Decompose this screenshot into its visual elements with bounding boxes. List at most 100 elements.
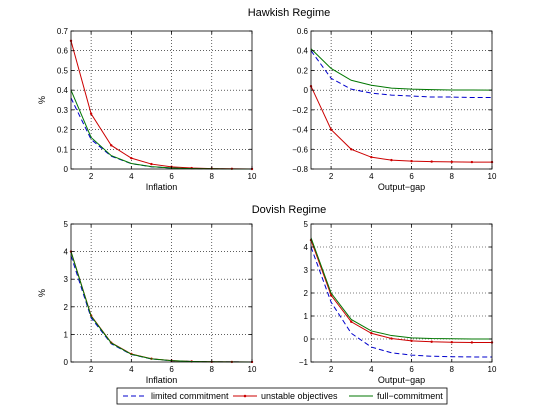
y-tick-label: 4 (64, 248, 69, 257)
series-point (430, 340, 433, 343)
y-tick-label: −0.6 (292, 145, 308, 154)
axes-frame (70, 30, 253, 170)
series-point (370, 155, 373, 159)
y-tick-label: 0 (304, 335, 309, 344)
y-tick-label: 0 (304, 86, 309, 95)
series-point (450, 341, 453, 344)
series-point (410, 339, 413, 343)
series-point (350, 148, 353, 151)
x-tick-label: 8 (450, 365, 455, 374)
plot-area (71, 31, 252, 169)
dovish-regime-title: Dovish Regime (252, 204, 327, 216)
series-point (150, 162, 153, 166)
legend-marker (243, 394, 247, 398)
series-point (390, 337, 393, 340)
series-point (329, 294, 333, 297)
y-tick-label: 0.2 (297, 66, 309, 75)
plot-area (311, 31, 492, 169)
series-point (470, 341, 474, 344)
y-tick-label: 0.4 (57, 86, 69, 95)
x-tick-label: 8 (210, 172, 215, 181)
series-line (310, 237, 492, 340)
chart-panel: 2 4 6 8 10 −1 0 1 2 3 4 5 Output−gap (299, 220, 497, 385)
y-tick-label: 0.3 (57, 106, 69, 115)
legend-entry: unstable objectives (233, 391, 338, 401)
y-tick-label: −1 (299, 358, 309, 367)
x-tick-label: 2 (89, 172, 94, 181)
chart-panel: 2 4 6 8 10 0 0.1 0.2 0.3 0.4 0.5 0.6 0.7 Inflation% (37, 27, 257, 192)
series-point (430, 160, 433, 163)
legend-box (116, 387, 448, 405)
series-point (89, 112, 93, 116)
x-tick-label: 2 (89, 365, 94, 374)
x-tick-label: 10 (488, 172, 497, 181)
series-point (410, 159, 413, 163)
x-tick-label: 10 (248, 365, 257, 374)
legend-entry: limited commitment (123, 391, 229, 401)
series-point (350, 320, 353, 323)
y-tick-label: −0.8 (292, 165, 308, 174)
x-tick-label: 4 (369, 172, 374, 181)
y-tick-label: 0.6 (297, 27, 309, 36)
y-tick-label: 0.1 (57, 145, 69, 154)
x-tick-label: 4 (369, 365, 374, 374)
chart-panel: 2 4 6 8 10 0 1 2 3 4 5 Inflation% (37, 220, 257, 385)
x-tick-label: 8 (210, 365, 215, 374)
y-tick-label: 3 (304, 266, 309, 275)
legend-label: full−commitment (377, 391, 443, 401)
x-axis-label: Inflation (146, 182, 178, 192)
y-tick-label: −0.4 (292, 126, 308, 135)
x-axis-label: Output−gap (378, 375, 425, 385)
y-tick-label: 0 (64, 358, 69, 367)
grid-lines (71, 31, 252, 169)
y-axis-label: % (37, 96, 47, 104)
x-tick-label: 2 (329, 172, 334, 181)
y-tick-label: 0.4 (297, 47, 309, 56)
y-tick-label: 2 (304, 289, 309, 298)
x-tick-label: 6 (409, 172, 414, 181)
series-line (310, 85, 492, 163)
x-tick-label: 4 (129, 172, 134, 181)
series-line (310, 239, 492, 343)
legend-entry: full−commitment (349, 391, 443, 401)
y-tick-label: 1 (64, 330, 69, 339)
x-tick-label: 2 (329, 365, 334, 374)
chart-legend: limited commitment unstable objectives ful… (116, 387, 448, 405)
y-tick-label: 0 (64, 165, 69, 174)
y-tick-label: 5 (304, 220, 309, 229)
x-tick-label: 10 (488, 365, 497, 374)
x-tick-label: 6 (169, 365, 174, 374)
series-line (310, 50, 492, 99)
grid-lines (71, 224, 252, 362)
x-tick-label: 10 (248, 172, 257, 181)
y-tick-label: 2 (64, 303, 69, 312)
y-axis-label: % (37, 289, 47, 297)
y-tick-label: 0.6 (57, 47, 69, 56)
series-point (130, 156, 133, 160)
y-tick-label: 3 (64, 275, 69, 284)
legend-label: unstable objectives (261, 391, 338, 401)
series-line (310, 48, 493, 91)
y-tick-label: 5 (64, 220, 69, 229)
series-line (310, 246, 492, 358)
x-tick-label: 6 (409, 365, 414, 374)
x-axis-label: Inflation (146, 375, 178, 385)
series-point (390, 158, 393, 162)
series-point (329, 128, 333, 131)
x-tick-label: 8 (450, 172, 455, 181)
plot-area (71, 224, 252, 362)
legend-label: limited commitment (151, 391, 229, 401)
axes-frame (310, 30, 493, 170)
series-point (450, 160, 453, 164)
hawkish-regime-title: Hawkish Regime (248, 7, 331, 19)
y-tick-label: 0.5 (57, 66, 69, 75)
y-tick-label: 4 (304, 243, 309, 252)
series-point (470, 160, 474, 164)
y-tick-label: 0.7 (57, 27, 69, 36)
y-tick-label: 1 (304, 312, 309, 321)
series-point (110, 144, 113, 147)
x-tick-label: 6 (169, 172, 174, 181)
y-tick-label: −0.2 (292, 106, 308, 115)
